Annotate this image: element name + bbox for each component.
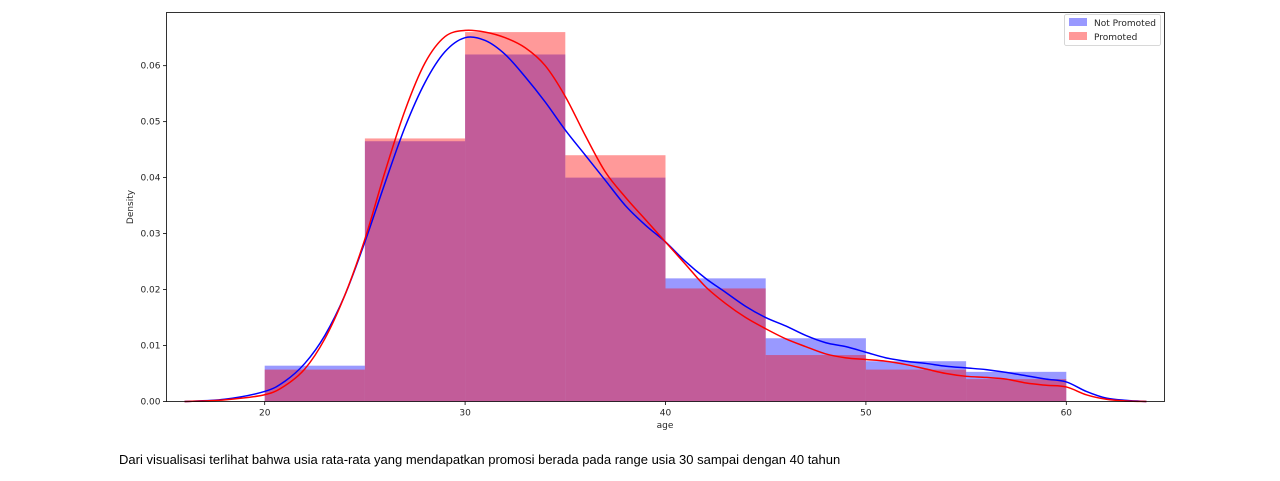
legend-label-not-promoted: Not Promoted	[1094, 19, 1156, 29]
hist-bar-promoted-6	[865, 369, 967, 402]
hist-bar-promoted-0	[264, 369, 365, 402]
x-tick-label-40: 40	[660, 409, 672, 419]
kde-line-not-promoted	[184, 36, 1147, 403]
x-ticks: 20 30 40 50 60	[259, 401, 1073, 419]
histogram-layer	[264, 32, 1067, 402]
kde-layer	[184, 29, 1147, 403]
density-chart: 20 30 40 50 60 0.000.010.020.030.040.050.06 …	[126, 12, 1165, 431]
x-tick-label-30: 30	[459, 409, 471, 419]
y-tick-label-6: 0.06	[140, 62, 160, 72]
x-tick-label-50: 50	[860, 409, 872, 419]
hist-bar-promoted-4	[665, 288, 766, 402]
caption-text: Dari visualisasi terlihat bahwa usia rat…	[119, 452, 841, 467]
hist-bar-promoted-1	[364, 138, 466, 402]
x-tick-label-60: 60	[1061, 409, 1073, 419]
y-ticks: 0.00 0.01 0.02 0.03 0.04 0.05 0.06	[140, 62, 167, 408]
y-tick-label-3: 0.03	[140, 230, 160, 240]
x-tick-label-20: 20	[259, 409, 271, 419]
hist-bar-not-promoted-6	[865, 361, 967, 402]
legend: Not Promoted Promoted	[1064, 14, 1161, 46]
hist-bar-promoted-7	[966, 379, 1067, 402]
kde-line-promoted	[184, 29, 1147, 403]
legend-swatch-not-promoted	[1069, 18, 1087, 26]
hist-bar-promoted-2	[465, 32, 566, 402]
y-tick-label-4: 0.04	[140, 174, 160, 184]
x-axis-label: age	[657, 421, 674, 431]
hist-bar-promoted-5	[765, 355, 866, 402]
y-axis-label: Density	[126, 189, 136, 224]
hist-bar-not-promoted-2	[465, 54, 566, 402]
hist-bar-not-promoted-5	[765, 338, 866, 402]
hist-bar-not-promoted-4	[665, 278, 766, 402]
y-tick-label-5: 0.05	[140, 118, 160, 128]
legend-box	[1064, 14, 1161, 46]
legend-label-promoted: Promoted	[1094, 33, 1137, 43]
y-tick-label-2: 0.02	[140, 286, 160, 296]
hist-bar-not-promoted-3	[565, 177, 666, 402]
y-tick-label-0: 0.00	[140, 398, 160, 408]
y-tick-label-1: 0.01	[140, 342, 160, 352]
legend-swatch-promoted	[1069, 32, 1087, 40]
hist-bar-promoted-3	[565, 155, 666, 402]
